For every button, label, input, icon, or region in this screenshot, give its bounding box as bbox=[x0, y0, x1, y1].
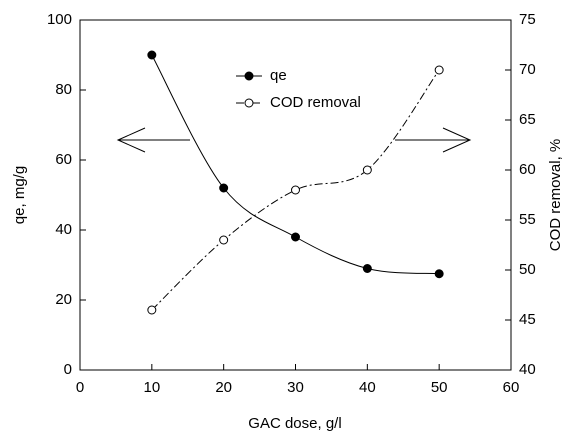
x-tick-label: 60 bbox=[503, 379, 520, 396]
x-tick-label: 30 bbox=[287, 379, 304, 396]
y2-tick-label: 50 bbox=[519, 261, 536, 278]
legend-label: qe bbox=[270, 67, 287, 84]
legend-marker bbox=[244, 98, 254, 108]
y2-tick-label: 60 bbox=[519, 161, 536, 178]
y-tick-label: 40 bbox=[55, 221, 72, 238]
y-axis-label: qe, mg/g bbox=[11, 166, 28, 224]
legend-marker bbox=[244, 71, 254, 81]
series-line bbox=[151, 54, 440, 275]
y-tick-label: 100 bbox=[47, 11, 72, 28]
legend-label: COD removal bbox=[270, 94, 361, 111]
x-tick-label: 20 bbox=[215, 379, 232, 396]
y2-tick-label: 65 bbox=[519, 111, 536, 128]
x-tick-label: 0 bbox=[76, 379, 84, 396]
data-point bbox=[219, 235, 229, 245]
data-point bbox=[434, 269, 444, 279]
x-tick-label: 10 bbox=[143, 379, 160, 396]
y2-tick-label: 75 bbox=[519, 11, 536, 28]
y2-tick-label: 45 bbox=[519, 311, 536, 328]
y-tick-label: 80 bbox=[55, 81, 72, 98]
data-point bbox=[291, 185, 300, 195]
data-point bbox=[219, 183, 229, 193]
y-tick-label: 0 bbox=[64, 361, 72, 378]
data-point bbox=[362, 165, 372, 175]
data-point bbox=[291, 232, 300, 242]
y-tick-label: 60 bbox=[55, 151, 72, 168]
x-tick-label: 50 bbox=[431, 379, 448, 396]
x-tick-label: 40 bbox=[359, 379, 376, 396]
x-axis-label: GAC dose, g/l bbox=[248, 415, 341, 432]
y-tick-label: 20 bbox=[55, 291, 72, 308]
data-point bbox=[362, 264, 372, 273]
data-point bbox=[434, 65, 444, 75]
y2-tick-label: 70 bbox=[519, 61, 536, 78]
y2-tick-label: 55 bbox=[519, 211, 536, 228]
data-point bbox=[147, 305, 157, 315]
annotation-arrows bbox=[116, 127, 472, 153]
data-point bbox=[147, 50, 157, 60]
y2-axis-label: COD removal, % bbox=[547, 139, 564, 252]
plot-frame bbox=[79, 19, 512, 371]
y2-tick-label: 40 bbox=[519, 361, 536, 378]
